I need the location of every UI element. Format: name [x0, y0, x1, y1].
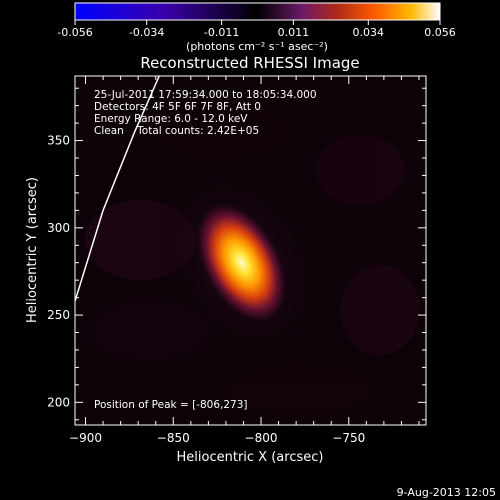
- background-mottling: [85, 100, 420, 415]
- footer-timestamp: 9-Aug-2013 12:05: [397, 486, 496, 499]
- y-tick-label: 200: [47, 395, 70, 409]
- y-tick-label: 250: [47, 308, 70, 322]
- info-detectors: Detectors: 4F 5F 6F 7F 8F, Att 0: [94, 101, 261, 113]
- info-clean-counts: Clean Total counts: 2.42E+05: [94, 125, 259, 137]
- x-tick-label: −900: [69, 431, 102, 445]
- colorbar-tick-label: 0.011: [278, 26, 310, 39]
- y-tick-label: 350: [47, 134, 70, 148]
- flare-source: [195, 201, 288, 324]
- plot-title: Reconstructed RHESSI Image: [140, 54, 359, 72]
- colorbar: -0.056 -0.034 -0.011 0.011 0.034 0.056 (photo…: [57, 2, 456, 53]
- colorbar-gradient: [74, 2, 441, 21]
- info-energy-range: Energy Range: 6.0 - 12.0 keV: [94, 113, 248, 125]
- peak-position-label: Position of Peak = [-806,273]: [94, 399, 248, 411]
- x-tick-label: −800: [245, 431, 278, 445]
- colorbar-tick-label: 0.034: [353, 26, 385, 39]
- info-time-range: 25-Jul-2011 17:59:34.000 to 18:05:34.000: [94, 89, 317, 101]
- y-axis-label: Heliocentric Y (arcsec): [25, 177, 40, 323]
- solar-limb-curve: [75, 76, 160, 302]
- x-tick-label: −750: [332, 431, 365, 445]
- colorbar-tick-label: -0.011: [204, 26, 239, 39]
- x-tick-label: −850: [157, 431, 190, 445]
- y-tick-label: 300: [47, 221, 70, 235]
- plot-frame: [74, 75, 427, 426]
- x-axis-label: Heliocentric X (arcsec): [177, 450, 324, 465]
- colorbar-tick-label: -0.034: [129, 26, 164, 39]
- y-axis: 200 250 300 350: [47, 87, 426, 421]
- x-axis: −900 −850 −800 −750: [69, 76, 420, 445]
- observation-info: 25-Jul-2011 17:59:34.000 to 18:05:34.000…: [94, 89, 317, 137]
- heatmap-image: [75, 76, 426, 425]
- colorbar-units: (photons cm⁻² s⁻¹ asec⁻²): [186, 40, 328, 53]
- colorbar-tick-label: -0.056: [57, 26, 92, 39]
- colorbar-ticks: -0.056 -0.034 -0.011 0.011 0.034 0.056: [57, 20, 456, 39]
- colorbar-tick-label: 0.056: [424, 26, 456, 39]
